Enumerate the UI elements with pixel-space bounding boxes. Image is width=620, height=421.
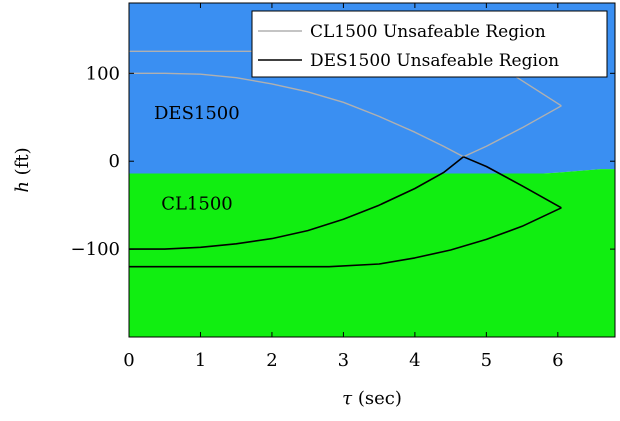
plot-frame: [128, 2, 616, 338]
legend-box: [251, 10, 608, 78]
x-tick-label-2: 2: [266, 350, 277, 371]
x-tick-label-1: 1: [195, 350, 206, 371]
x-axis-label: τ (sec): [342, 388, 402, 409]
y-tick-label-1: 0: [109, 151, 120, 172]
legend: CL1500 Unsafeable Region DES1500 Unsafea…: [251, 10, 608, 78]
axis-labels-layer: τ (sec) h (ft): [12, 147, 402, 409]
series-des1500-unsafeable-region-segment-0: [129, 156, 464, 250]
x-tick-label-5: 5: [481, 350, 492, 371]
x-tick-label-6: 6: [552, 350, 563, 371]
x-tick-label-3: 3: [338, 350, 349, 371]
legend-label-cl1500: CL1500 Unsafeable Region: [310, 22, 546, 42]
x-axis-label-unit: (sec): [352, 388, 402, 409]
x-tick-label-0: 0: [123, 350, 134, 371]
series-des1500-unsafeable-region-segment-2: [129, 207, 562, 268]
region-label-cl1500: CL1500: [161, 194, 233, 215]
x-axis-label-symbol: τ: [342, 388, 353, 409]
region-labels-layer: DES1500 CL1500: [154, 103, 240, 215]
y-axis-label-symbol: h: [12, 181, 33, 193]
y-tick-label-2: −100: [71, 239, 120, 260]
series-cl1500-unsafeable-region-segment-1: [129, 72, 464, 158]
legend-label-des1500: DES1500 Unsafeable Region: [310, 51, 559, 71]
y-axis-label-unit: (ft): [12, 147, 33, 181]
x-tick-label-4: 4: [409, 350, 420, 371]
series-des1500-unsafeable-region-segment-1: [463, 156, 562, 209]
series-cl1500-unsafeable-region-segment-2: [463, 105, 562, 158]
region-cl1500: [129, 169, 615, 337]
region-label-des1500: DES1500: [154, 103, 240, 124]
ticks-layer: 0 1 2 3 4 5 6 100 0 −100: [71, 3, 615, 371]
y-axis-label: h (ft): [12, 147, 33, 192]
y-tick-label-0: 100: [86, 63, 120, 84]
